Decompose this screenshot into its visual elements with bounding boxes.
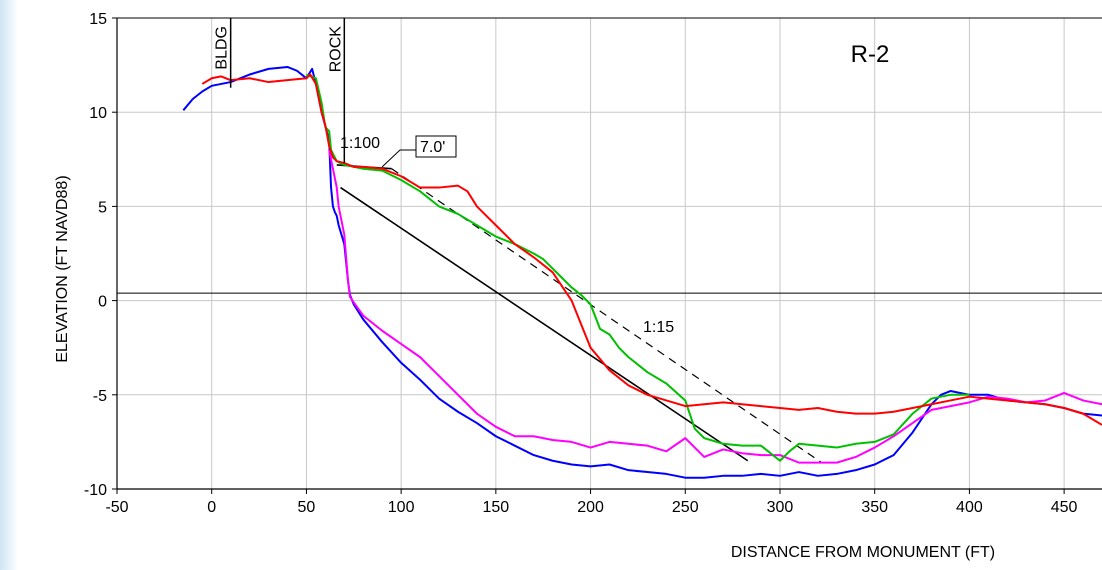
x-tick-label: 450 — [1051, 499, 1078, 516]
x-tick-label: -50 — [105, 499, 128, 516]
y-tick-label: -10 — [84, 482, 107, 499]
vertical-markers: BLDG ROCK — [214, 18, 346, 164]
marker-label: BLDG — [214, 26, 231, 70]
y-tick-label: 5 — [98, 199, 107, 216]
axes — [112, 17, 1102, 494]
y-axis-label: ELEVATION (FT NAVD88) — [54, 175, 71, 362]
profile-series-line — [182, 65, 1102, 479]
x-tick-label: 300 — [767, 499, 794, 516]
chart-title: R-2 — [851, 41, 890, 68]
y-tick-label: 0 — [98, 294, 107, 311]
profile-series-line — [328, 149, 1102, 464]
callout-box — [415, 135, 457, 158]
profile-series-line — [201, 73, 1102, 426]
x-tick-label: 100 — [388, 499, 415, 516]
plot-area — [117, 18, 1102, 489]
y-tick-label: 15 — [89, 11, 107, 28]
y-tick-label: 10 — [89, 105, 107, 122]
elevation-callout: 7.0' — [381, 135, 457, 168]
tick-labels: -50 0 50 100 150 200 250 300 350 400 450-10-505101… — [84, 11, 1078, 516]
series-group — [182, 65, 1102, 479]
x-tick-label: 50 — [298, 499, 316, 516]
x-tick-label: 400 — [956, 499, 983, 516]
marker-label: ROCK — [327, 26, 344, 73]
callout-leader — [381, 149, 416, 168]
profile-series-line — [306, 73, 970, 462]
x-tick-label: 150 — [482, 499, 509, 516]
x-axis-label: DISTANCE FROM MONUMENT (FT) — [731, 544, 995, 561]
slope-label-upper: 1:100 — [340, 135, 380, 152]
x-tick-label: 0 — [207, 499, 216, 516]
slope-line — [340, 186, 749, 462]
x-tick-label: 200 — [577, 499, 604, 516]
y-tick-label: -5 — [93, 388, 107, 405]
x-tick-label: 250 — [672, 499, 699, 516]
slope-label-lower: 1:15 — [643, 319, 674, 336]
callout-text: 7.0' — [420, 139, 445, 156]
x-tick-label: 350 — [861, 499, 888, 516]
